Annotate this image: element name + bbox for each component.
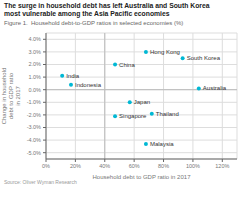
svg-text:120%: 120% <box>215 163 229 169</box>
svg-text:4.0%: 4.0% <box>28 36 41 42</box>
svg-text:40%: 40% <box>99 163 110 169</box>
svg-text:2.0%: 2.0% <box>28 61 41 67</box>
svg-text:80%: 80% <box>158 163 169 169</box>
svg-text:60%: 60% <box>129 163 140 169</box>
html-text:most vulnerable among the Asia: most vulnerable among the Asia Pacific e… <box>4 10 170 17</box>
svg-text:0%: 0% <box>42 163 50 169</box>
svg-text:-4.0%: -4.0% <box>27 137 41 143</box>
svg-text:-1.0%: -1.0% <box>27 99 41 105</box>
svg-text:Australia: Australia <box>203 85 227 91</box>
svg-text:Change in householddebt to GDP: Change in householddebt to GDP ratioin 2… <box>8 68 21 125</box>
html-text:Figure 1. Household debt-to-GD: Figure 1. Household debt-to-GDP ratios i… <box>4 20 184 26</box>
svg-text:-5.0%: -5.0% <box>27 150 41 156</box>
svg-text:Japan: Japan <box>134 99 150 105</box>
svg-text:3.0%: 3.0% <box>28 49 41 55</box>
svg-text:Thailand: Thailand <box>156 111 179 117</box>
svg-text:China: China <box>119 62 135 68</box>
svg-text:-2.0%: -2.0% <box>27 112 41 118</box>
svg-text:20%: 20% <box>70 163 81 169</box>
svg-text:Household debt to GDP ratio in: Household debt to GDP ratio in 2017 <box>93 174 192 179</box>
svg-text:South Korea: South Korea <box>187 55 221 61</box>
svg-text:0.0%: 0.0% <box>28 87 41 93</box>
html-text:The surge in household debt ha: The surge in household debt has left Aus… <box>4 2 210 9</box>
svg-text:Indonesia: Indonesia <box>75 82 102 88</box>
svg-text:100%: 100% <box>186 163 200 169</box>
svg-text:-3.0%: -3.0% <box>27 124 41 130</box>
svg-text:India: India <box>66 73 80 79</box>
html-text:Source: Oliver Wyman Research: Source: Oliver Wyman Research <box>4 179 77 185</box>
svg-text:Singapore: Singapore <box>119 113 147 119</box>
svg-text:Malaysia: Malaysia <box>150 141 174 147</box>
svg-text:Hong Kong: Hong Kong <box>150 49 180 55</box>
svg-text:1.0%: 1.0% <box>28 74 41 80</box>
